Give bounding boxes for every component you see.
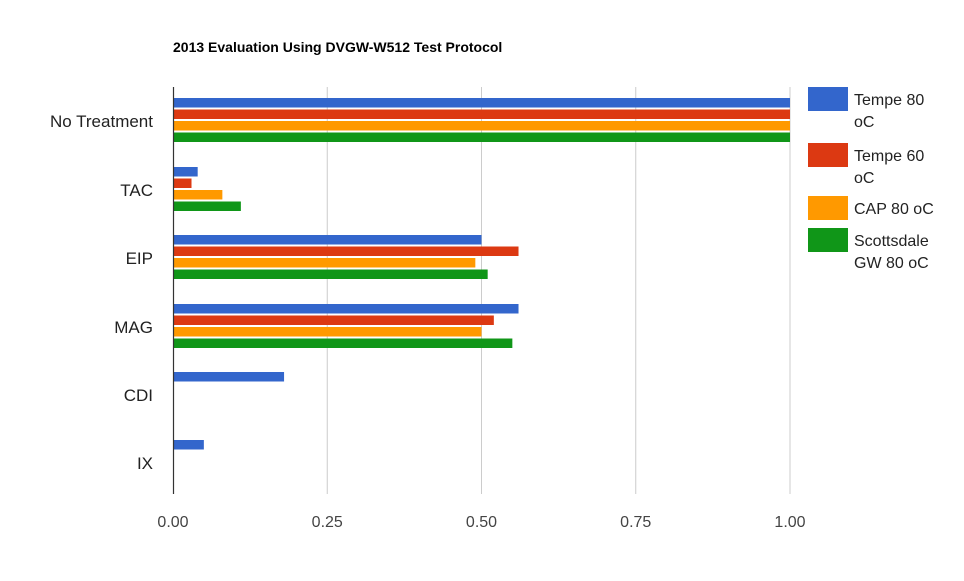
legend-label: Tempe 60 [854, 148, 924, 165]
bar-eip-scottsdale-gw-80-oc[interactable] [173, 269, 488, 280]
x-tick-label: 0.00 [157, 514, 188, 531]
legend-item-cap-80-oc[interactable]: CAP 80 oC [808, 196, 934, 220]
bar-eip-tempe-80-oc[interactable] [173, 235, 482, 245]
bar-mag-scottsdale-gw-80-oc[interactable] [173, 338, 513, 349]
bar-tac-tempe-60-oc[interactable] [173, 178, 192, 189]
y-category-label: EIP [126, 249, 153, 268]
legend-label: CAP 80 oC [854, 201, 934, 218]
bar-cdi-tempe-80-oc[interactable] [173, 372, 285, 382]
legend-label: oC [854, 170, 874, 187]
y-category-label: MAG [114, 318, 153, 337]
bar-no-treatment-cap-80-oc[interactable] [173, 121, 790, 131]
grid-layer [326, 87, 791, 494]
bar-eip-cap-80-oc[interactable] [173, 258, 476, 268]
bar-mag-tempe-60-oc[interactable] [173, 315, 494, 326]
legend-label: oC [854, 114, 874, 131]
bar-no-treatment-tempe-60-oc[interactable] [173, 109, 790, 120]
bar-tac-cap-80-oc[interactable] [173, 190, 223, 200]
bars-layer [173, 98, 790, 450]
legend-swatch [808, 228, 848, 252]
legend-item-tempe-80-oc[interactable]: Tempe 80 oC [808, 87, 924, 131]
legend-swatch [808, 196, 848, 220]
legend-label: Scottsdale [854, 233, 929, 250]
y-category-label: No Treatment [50, 112, 153, 131]
x-tick-label: 0.75 [620, 514, 651, 531]
y-category-label: CDI [124, 386, 153, 405]
bar-mag-tempe-80-oc[interactable] [173, 304, 519, 314]
bar-tac-tempe-80-oc[interactable] [173, 167, 198, 177]
y-category-label: IX [137, 454, 153, 473]
x-tick-label: 0.25 [312, 514, 343, 531]
bar-mag-cap-80-oc[interactable] [173, 327, 482, 337]
legend-label: Tempe 80 [854, 92, 924, 109]
legend-swatch [808, 87, 848, 111]
legend[interactable]: Tempe 80 oC Tempe 60 oC CAP 80 oC Scottsdale G… [808, 87, 934, 272]
bar-no-treatment-tempe-80-oc[interactable] [173, 98, 790, 108]
legend-swatch [808, 143, 848, 167]
legend-label: GW 80 oC [854, 255, 929, 272]
legend-item-tempe-60-oc[interactable]: Tempe 60 oC [808, 143, 924, 187]
legend-item-scottsdale-gw-80-oc[interactable]: Scottsdale GW 80 oC [808, 228, 929, 272]
y-category-label: TAC [120, 181, 153, 200]
axis-layer: 0.00 0.25 0.50 0.75 1.00 No Treatment TAC EIP MA… [50, 87, 806, 531]
chart-title: 2013 Evaluation Using DVGW-W512 Test Pro… [173, 39, 502, 55]
bar-tac-scottsdale-gw-80-oc[interactable] [173, 201, 241, 212]
bar-eip-tempe-60-oc[interactable] [173, 246, 519, 257]
bar-ix-tempe-80-oc[interactable] [173, 440, 204, 450]
x-tick-label: 1.00 [774, 514, 805, 531]
bar-no-treatment-scottsdale-gw-80-oc[interactable] [173, 132, 790, 143]
x-tick-label: 0.50 [466, 514, 497, 531]
